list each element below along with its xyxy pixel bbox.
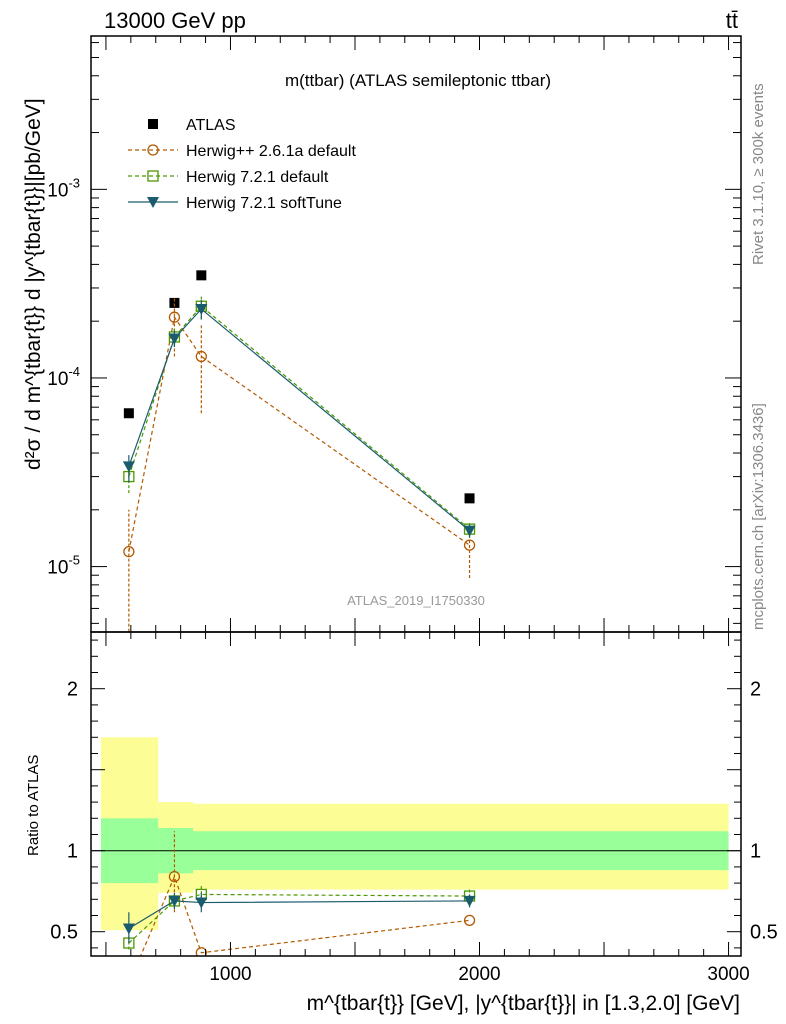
legend: ATLAS Herwig++ 2.6.1a default Herwig 7.2.1…: [128, 117, 356, 212]
data-point: [196, 270, 207, 281]
data-point: [168, 311, 181, 323]
mcplots-label: mcplots.cern.ch [arXiv:1306.3436]: [750, 403, 767, 630]
legend-item: ATLAS: [148, 117, 236, 134]
ratio-series-line: [128, 900, 470, 929]
rivet-version-label: Rivet 3.1.10, ≥ 300k events: [750, 83, 767, 265]
y-tick-label: 10-5: [47, 553, 80, 579]
x-tick-label: 3000: [707, 964, 749, 985]
legend-marker: [147, 170, 159, 182]
series-line: [128, 308, 470, 532]
y-tick-label: 10-4: [47, 364, 80, 390]
legend-label: ATLAS: [186, 117, 236, 134]
ratio-y-tick-label: 2: [67, 679, 78, 701]
data-point: [195, 304, 208, 316]
ratio-y-tick-label-right: 0.5: [750, 922, 778, 944]
ratio-data-point: [168, 870, 181, 883]
energy-label: 13000 GeV pp: [104, 8, 246, 33]
series-herwig-7-2-1-softtune: [122, 299, 476, 538]
ratio-panel: 0.5 0.5 1 1 2 2 1000 2000 3000 Ratio to ATLAS m^…: [25, 631, 778, 1015]
ratio-data-point: [463, 914, 476, 927]
ratio-data-point: [463, 895, 476, 907]
ratio-data-point: [195, 897, 208, 909]
ratio-series-line: [128, 893, 470, 944]
x-tick-label: 2000: [458, 964, 500, 985]
data-point: [463, 539, 476, 551]
analysis-watermark: ATLAS_2019_I1750330: [347, 593, 485, 608]
legend-label: Herwig++ 2.6.1a default: [186, 143, 356, 160]
data-point: [195, 350, 207, 363]
legend-item: Herwig 7.2.1 default: [128, 169, 329, 186]
series-line: [128, 315, 470, 552]
chart-title: m(ttbar) (ATLAS semileptonic ttbar): [285, 71, 551, 90]
ratio-series-herwig-2-6-1a-default: [124, 831, 476, 989]
data-point: [123, 546, 135, 558]
process-label: tt̄: [726, 8, 738, 33]
ratio-series-herwig-7-2-1-default: [123, 884, 476, 950]
data-point: [464, 493, 475, 504]
ratio-y-tick-label-right: 2: [750, 679, 761, 701]
data-point: [168, 333, 181, 345]
ratio-y-tick-label: 1: [67, 841, 78, 863]
legend-marker: [147, 144, 159, 156]
series-atlas: [123, 270, 475, 504]
ratio-data-point: [168, 895, 181, 907]
legend-marker: [147, 197, 159, 208]
ratio-y-tick-label: 0.5: [50, 922, 78, 944]
data-point: [122, 461, 135, 473]
series-line: [128, 305, 470, 530]
x-axis-label: m^{tbar{t}} [GeV], |y^{tbar{t}}| in [1.3…: [307, 992, 740, 1015]
ratio-frame: [90, 631, 742, 957]
series-herwig-7-2-1-default: [123, 296, 476, 536]
legend-item: Herwig++ 2.6.1a default: [128, 143, 356, 160]
legend-marker: [148, 119, 158, 129]
ratio-data-point: [124, 979, 134, 989]
y-axis-label: d²σ / d m^{tbar{t}} d |y^{tbar{t}}|[pb/G…: [22, 98, 45, 470]
legend-label: Herwig 7.2.1 softTune: [186, 195, 342, 212]
ratio-data-point: [195, 947, 207, 956]
data-point: [169, 297, 180, 308]
ratio-series-herwig-7-2-1-softtune: [122, 892, 476, 944]
main-panel: m(ttbar) (ATLAS semileptonic ttbar) ATLA…: [22, 35, 742, 633]
x-tick-label: 1000: [209, 964, 251, 985]
data-point: [463, 525, 476, 537]
legend-item: Herwig 7.2.1 softTune: [128, 195, 342, 212]
y-tick-label: 10-3: [47, 175, 80, 201]
ratio-y-axis-label: Ratio to ATLAS: [25, 755, 42, 856]
data-point: [123, 408, 134, 419]
ratio-data-point: [122, 923, 135, 935]
ratio-series-line: [139, 874, 470, 956]
legend-label: Herwig 7.2.1 default: [186, 169, 329, 186]
ratio-y-tick-label-right: 1: [750, 841, 761, 863]
series-herwig-2-6-1a-default: [123, 296, 476, 632]
